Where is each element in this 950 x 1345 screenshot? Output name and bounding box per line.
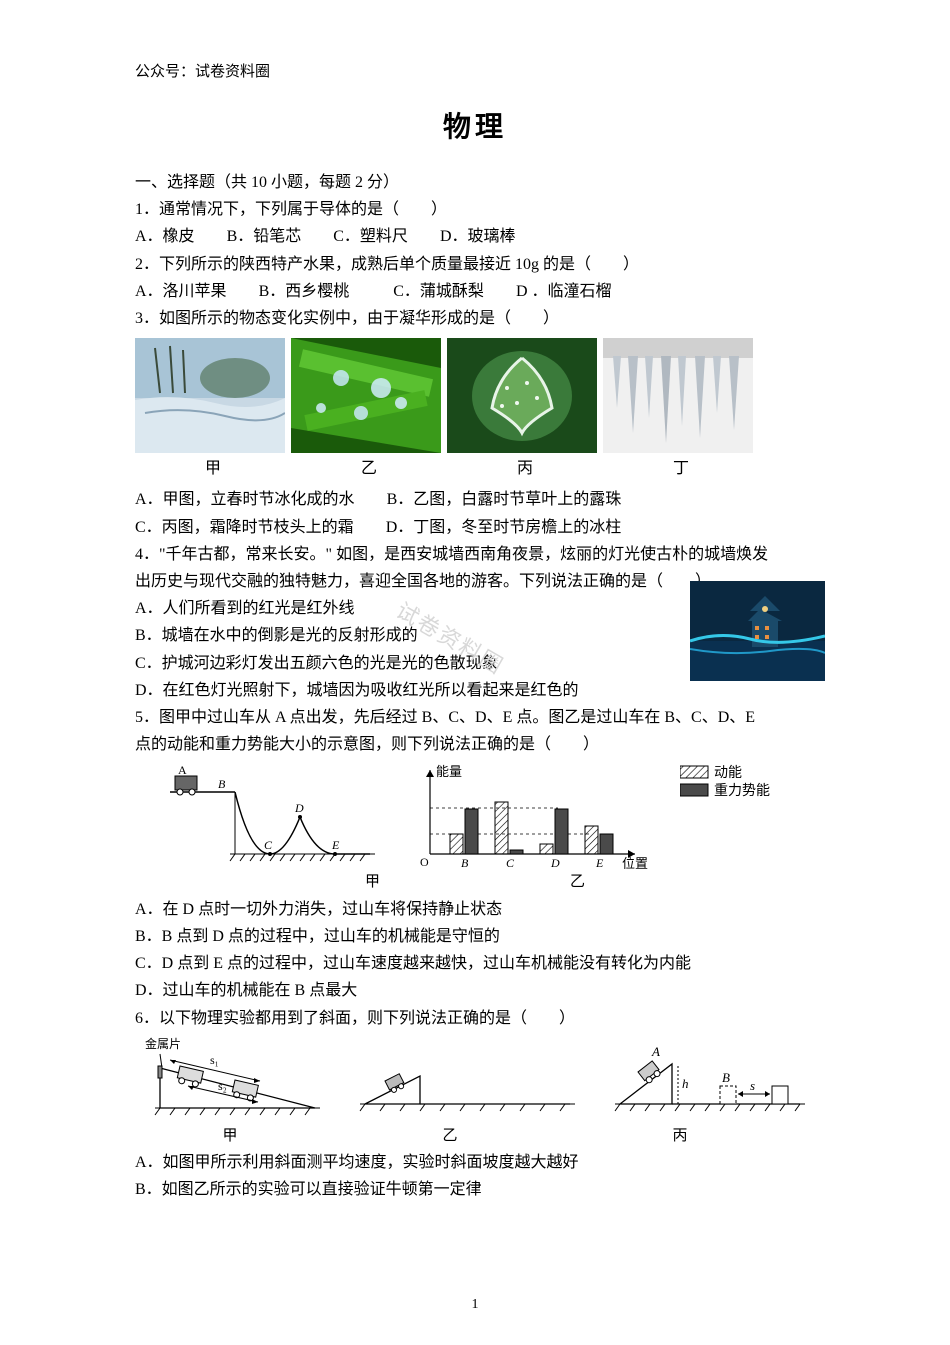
svg-text:s: s [750,1078,755,1093]
q5-cap-b: 乙 [570,870,585,896]
q5-stem-1: 5．图甲中过山车从 A 点出发，先后经过 B、C、D、E 点。图乙是过山车在 B… [135,704,815,731]
q5-figures: A B C D E [135,762,815,872]
q3-stem: 3．如图所示的物态变化实例中，由于凝华形成的是（ ） [135,305,815,332]
q3-opt-a: A．甲图，立春时节冰化成的水 [135,486,355,513]
q3-cap-a: 甲 [135,455,291,482]
q1-options: A．橡皮 B．铅笔芯 C．塑料尺 D．玻璃棒 [135,223,815,250]
q4-night-image [690,581,825,681]
q6-fig-a: 金属片 s₁ s₂ [140,1036,330,1126]
q3-captions: 甲 乙 丙 丁 [135,455,815,482]
q2-opt-c: C．蒲城酥梨 [393,278,484,305]
doc-title: 物理 [135,104,815,152]
svg-text:B: B [218,777,226,791]
q1-opt-d: D．玻璃棒 [440,223,516,250]
q3-opt-b: B．乙图，白露时节草叶上的露珠 [387,486,622,513]
q6-cap-a: 甲 [135,1124,325,1150]
q2-options: A．洛川苹果 B．西乡樱桃 C．蒲城酥梨 D ．临潼石榴 [135,278,815,305]
q2-opt-b: B．西乡樱桃 [259,278,350,305]
q1-opt-b: B．铅笔芯 [227,223,302,250]
q3-cap-b: 乙 [291,455,447,482]
q2-stem: 2．下列所示的陕西特产水果，成熟后单个质量最接近 10g 的是（ ） [135,251,815,278]
svg-text:B: B [722,1070,730,1085]
q3-opt-c: C．丙图，霜降时节枝头上的霜 [135,514,354,541]
q4-opt-d: D．在红色灯光照射下，城墙因为吸收红光所以看起来是红色的 [135,677,815,704]
q6-fig-b [350,1036,580,1126]
axis-origin: O [420,855,429,869]
legend-pe: 重力势能 [714,783,770,799]
svg-text:B: B [461,856,469,870]
q6-cap-c: 丙 [575,1124,785,1150]
q5-fig-track: A B C D E [160,762,380,872]
header-text: 公众号：试卷资料圈 [135,60,815,86]
q3-img-d [603,338,753,453]
section-header: 一、选择题（共 10 小题，每题 2 分） [135,169,815,196]
q6-stem: 6．以下物理实验都用到了斜面，则下列说法正确的是（ ） [135,1005,815,1032]
svg-text:A: A [178,763,187,777]
q2-opt-d: D ．临潼石榴 [516,278,612,305]
q4-stem-1: 4．"千年古都，常来长安。" 如图，是西安城墙西南角夜景，炫丽的灯光使古朴的城墙… [135,541,815,568]
q6-figures: 金属片 s₁ s₂ [135,1036,815,1126]
q1-stem: 1．通常情况下，下列属于导体的是（ ） [135,196,815,223]
q5-opt-b: B．B 点到 D 点的过程中，过山车的机械能是守恒的 [135,923,815,950]
svg-text:h: h [682,1076,689,1091]
q3-img-b [291,338,441,453]
q5-fig-chart: 能量 位置 O BCDE {"x0":40,"gap":45,"bw":13} [410,762,650,872]
q6-fig-c: A h B s [600,1036,810,1126]
q3-cap-c: 丙 [447,455,603,482]
svg-text:A: A [651,1044,660,1059]
q5-stem-2: 点的动能和重力势能大小的示意图，则下列说法正确的是（ ） [135,731,815,758]
q5-captions: 甲 乙 [135,870,815,896]
q5-opt-c: C．D 点到 E 点的过程中，过山车速度越来越快，过山车机械能没有转化为内能 [135,950,815,977]
q6-cap-b: 乙 [325,1124,575,1150]
page-number: 1 [0,1293,950,1317]
q3-options: A．甲图，立春时节冰化成的水 B．乙图，白露时节草叶上的露珠 C．丙图，霜降时节… [135,486,815,540]
q1-opt-a: A．橡皮 [135,223,195,250]
page-root: 公众号：试卷资料圈 物理 一、选择题（共 10 小题，每题 2 分） 1．通常情… [0,0,950,1345]
q3-img-c [447,338,597,453]
q2-opt-a: A．洛川苹果 [135,278,227,305]
svg-text:D: D [550,856,560,870]
svg-text:s₁: s₁ [210,1053,219,1067]
svg-text:C: C [506,856,515,870]
q5-opt-a: A．在 D 点时一切外力消失，过山车将保持静止状态 [135,896,815,923]
q6-opt-b: B．如图乙所示的实验可以直接验证牛顿第一定律 [135,1176,815,1203]
svg-text:E: E [331,838,340,852]
svg-text:C: C [264,838,273,852]
q3-cap-d: 丁 [603,455,759,482]
q6-captions: 甲 乙 丙 [135,1124,815,1150]
svg-text:金属片: 金属片 [145,1036,181,1051]
q5-cap-a: 甲 [365,870,380,896]
q3-opt-d: D．丁图，冬至时节房檐上的冰柱 [386,514,622,541]
svg-text:s₂: s₂ [218,1079,227,1093]
axis-x-label: 位置 [622,856,648,871]
q5-opt-d: D．过山车的机械能在 B 点最大 [135,977,815,1004]
q3-images [135,338,815,453]
q1-opt-c: C．塑料尺 [333,223,408,250]
svg-text:D: D [294,801,304,815]
q4-block: 4．"千年古都，常来长安。" 如图，是西安城墙西南角夜景，炫丽的灯光使古朴的城墙… [135,541,815,704]
q3-img-a [135,338,285,453]
q5-legend: 动能 重力势能 [680,762,790,812]
q6-opt-a: A．如图甲所示利用斜面测平均速度，实验时斜面坡度越大越好 [135,1149,815,1176]
svg-text:E: E [595,856,604,870]
axis-y-label: 能量 [436,764,462,779]
legend-ke: 动能 [714,765,742,781]
